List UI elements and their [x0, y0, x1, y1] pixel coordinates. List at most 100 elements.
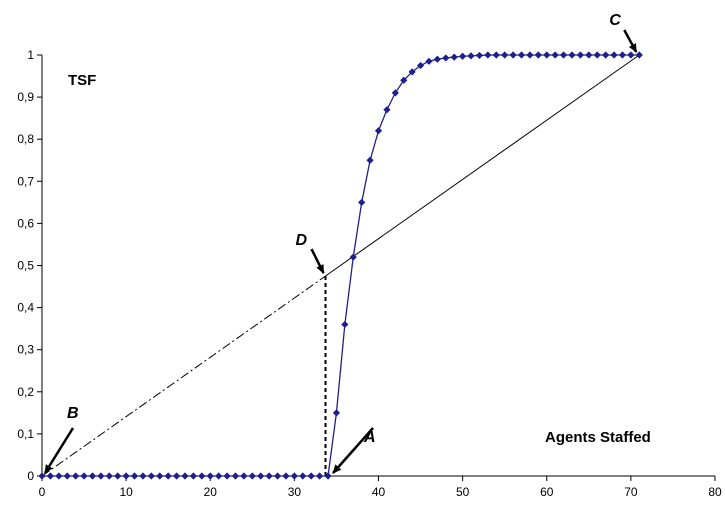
data-point — [618, 51, 627, 59]
data-point — [173, 472, 181, 480]
data-point — [164, 472, 172, 480]
data-point — [55, 472, 63, 480]
data-point — [635, 51, 643, 59]
x-tick-label: 80 — [708, 485, 722, 499]
annotation-label-a: A — [363, 429, 376, 446]
data-point — [122, 472, 130, 480]
data-point — [231, 472, 240, 480]
data-point — [273, 472, 282, 480]
annotations: A B C D — [43, 12, 638, 474]
annotation-arrow-d — [310, 248, 325, 274]
data-point — [282, 472, 290, 480]
annotation-label-d: D — [296, 232, 308, 249]
data-point — [492, 51, 500, 59]
annotation-arrow-a — [332, 427, 374, 474]
data-point — [416, 61, 425, 70]
data-point — [450, 53, 458, 61]
data-point — [147, 472, 155, 480]
data-point — [459, 52, 467, 60]
data-point — [400, 76, 408, 84]
data-point — [475, 51, 484, 60]
data-point — [610, 51, 618, 59]
data-point — [433, 55, 441, 63]
data-point — [425, 57, 433, 65]
reference-line-dashdot — [41, 275, 326, 477]
y-tick-label: 0,5 — [17, 259, 34, 273]
x-tick-label: 0 — [39, 485, 46, 499]
data-point — [501, 51, 509, 59]
data-point — [341, 320, 349, 329]
data-point — [206, 472, 214, 480]
x-axis-label: Agents Staffed — [545, 429, 651, 446]
data-point — [358, 198, 366, 206]
x-tick-label: 40 — [372, 485, 386, 499]
data-point — [88, 472, 97, 480]
x-tick-label: 50 — [456, 485, 470, 499]
data-point — [366, 156, 374, 164]
data-point — [349, 253, 357, 261]
x-tick-label: 10 — [119, 485, 133, 499]
data-point — [484, 51, 492, 59]
annotation-arrow-b — [43, 427, 75, 474]
data-point — [189, 472, 198, 480]
data-point — [105, 472, 113, 480]
data-point — [248, 472, 256, 480]
reference-lines — [41, 54, 640, 477]
data-point — [568, 51, 576, 59]
data-point — [215, 472, 223, 480]
data-point — [46, 472, 55, 480]
y-tick-label: 1 — [27, 48, 34, 62]
data-point — [408, 68, 416, 76]
data-point — [324, 472, 332, 480]
y-tick-label: 0,9 — [17, 90, 34, 104]
data-point — [332, 409, 341, 417]
y-axis-label: TSF — [68, 72, 96, 89]
data-point — [72, 472, 80, 480]
y-tick-label: 0,8 — [17, 132, 34, 146]
data-point — [576, 51, 584, 59]
data-point — [139, 472, 147, 480]
y-tick-label: 0,7 — [17, 174, 34, 188]
data-point — [38, 472, 46, 480]
data-point — [63, 472, 71, 480]
data-point — [290, 472, 298, 480]
data-point — [97, 472, 105, 480]
data-point — [307, 472, 315, 480]
data-point — [156, 472, 164, 480]
data-point — [257, 472, 265, 480]
data-point — [130, 472, 139, 480]
data-point — [627, 51, 635, 59]
axes: 00,10,20,30,40,50,60,70,80,910 10 20 30 40 50… — [17, 48, 722, 499]
data-point — [316, 472, 324, 480]
data-point — [114, 472, 122, 480]
data-point — [559, 51, 568, 59]
data-point — [543, 51, 551, 59]
data-point — [198, 472, 206, 480]
data-point — [383, 106, 391, 114]
data-point — [602, 51, 610, 59]
y-tick-label: 0,3 — [17, 343, 34, 357]
data-point — [551, 51, 559, 59]
data-point — [526, 51, 534, 59]
y-tick-label: 0,1 — [17, 427, 34, 441]
x-tick-label: 60 — [540, 485, 554, 499]
data-point — [240, 472, 248, 480]
annotation-label-b: B — [67, 405, 79, 422]
x-tick-label: 70 — [624, 485, 638, 499]
y-tick-label: 0 — [27, 469, 34, 483]
data-point — [223, 472, 231, 480]
data-point — [534, 51, 542, 59]
data-point — [299, 472, 307, 480]
data-point — [467, 52, 475, 60]
y-tick-label: 0,6 — [17, 216, 34, 230]
data-point — [181, 472, 189, 480]
y-tick-label: 0,4 — [17, 301, 34, 315]
annotation-arrow-c — [623, 29, 638, 53]
data-point — [517, 51, 526, 59]
data-point — [391, 89, 399, 97]
data-point — [442, 54, 450, 62]
data-point — [80, 472, 88, 480]
data-point — [593, 51, 601, 59]
data-point — [374, 127, 383, 135]
